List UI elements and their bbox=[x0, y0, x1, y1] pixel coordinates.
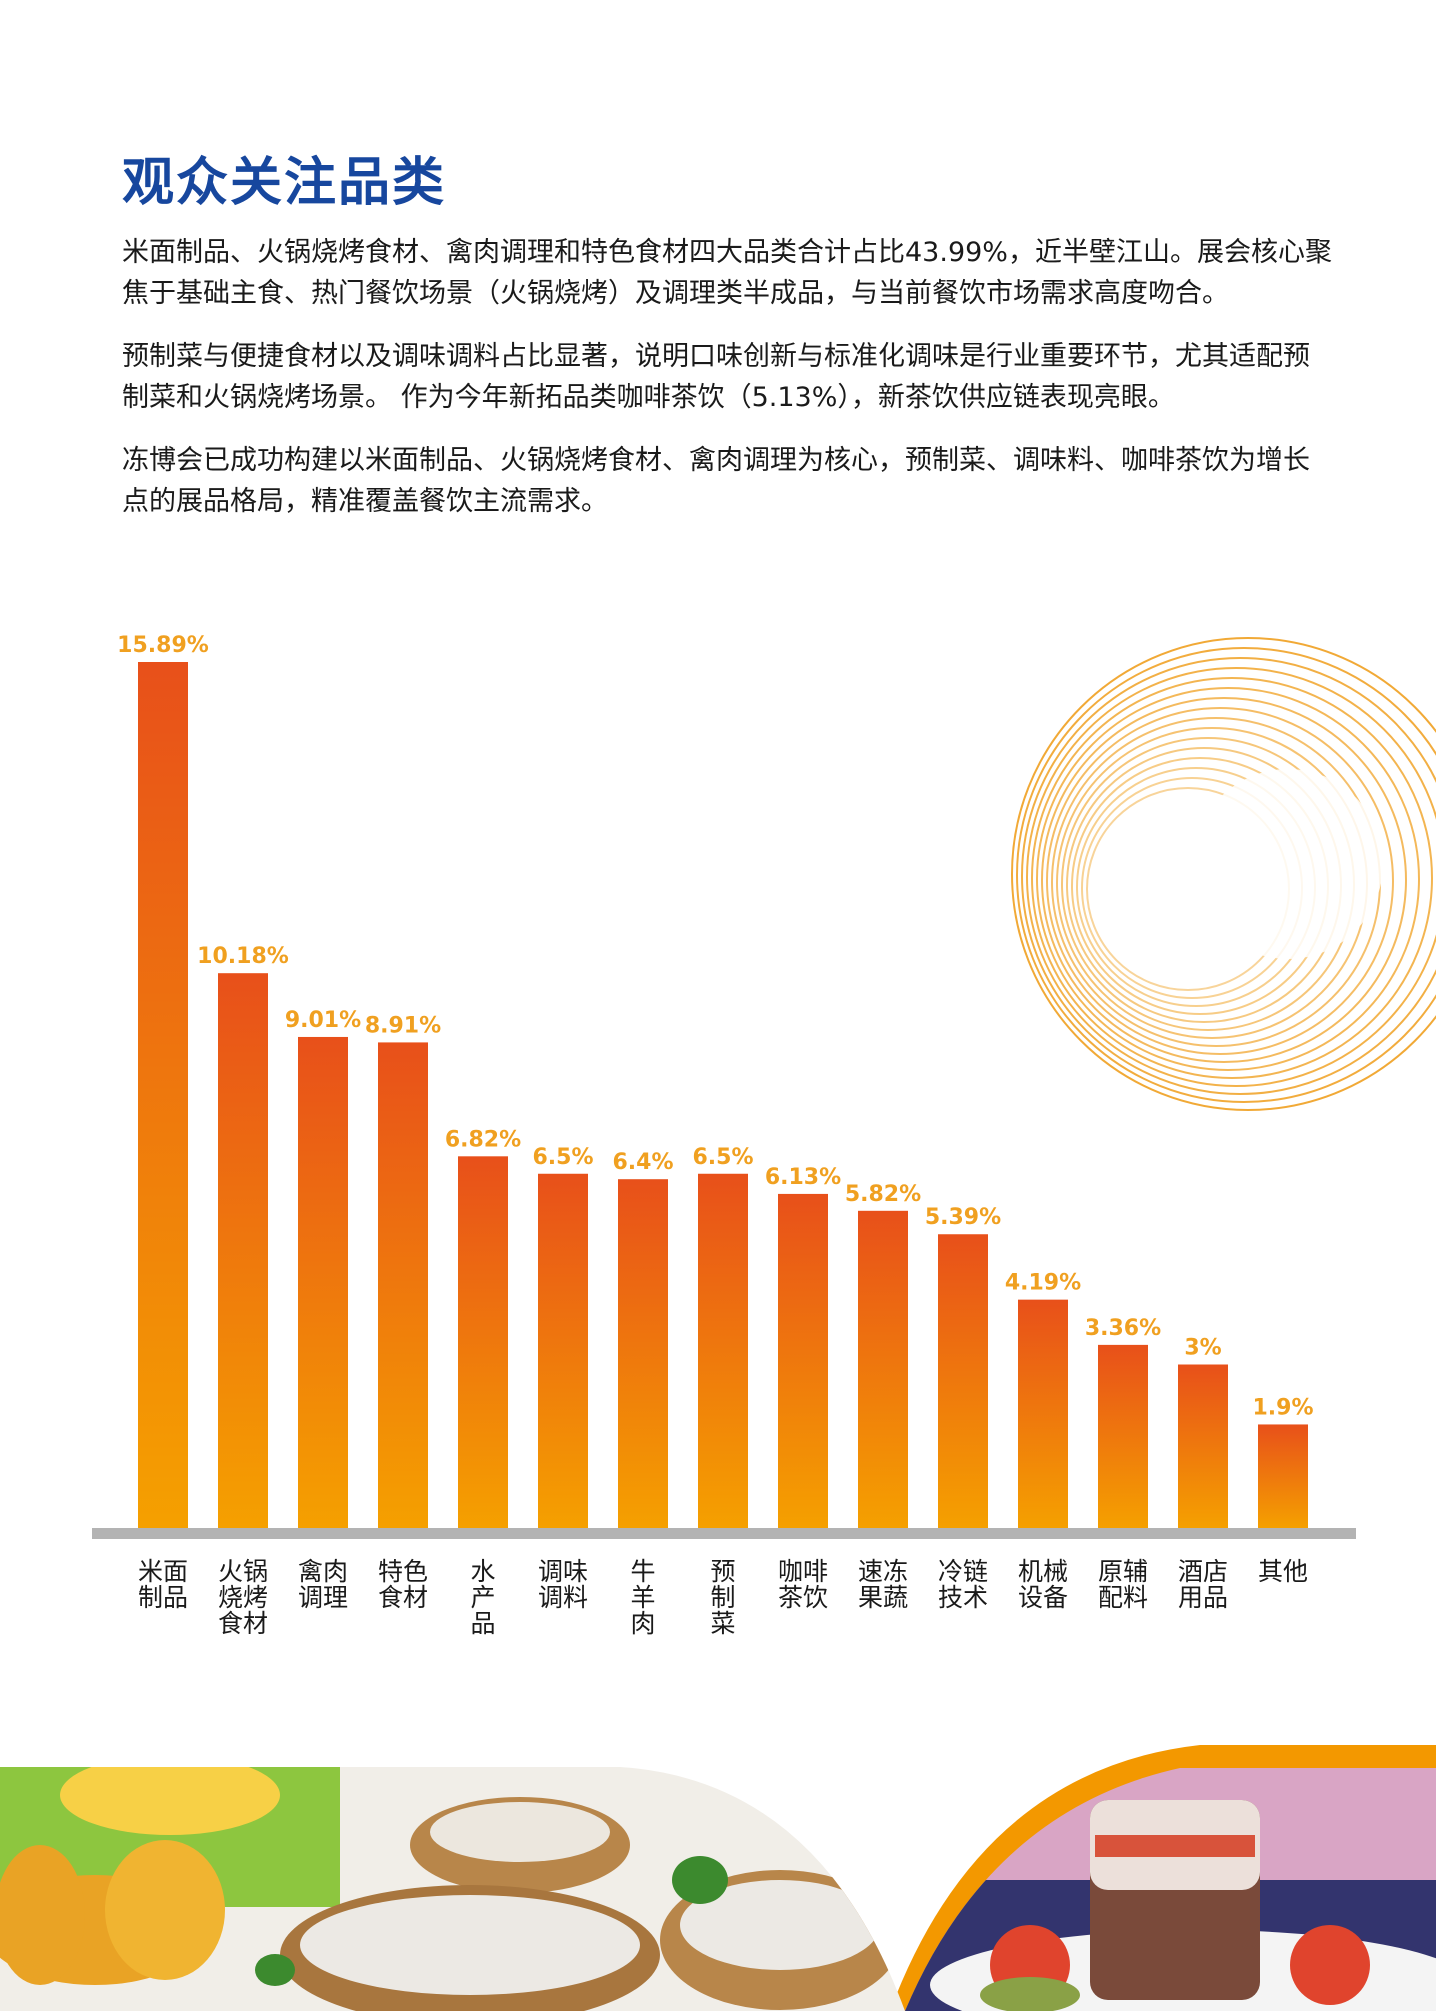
bar-value-label: 5.82% bbox=[845, 1182, 921, 1207]
bar-value-label: 6.13% bbox=[765, 1165, 841, 1190]
category-label: 牛 bbox=[630, 1557, 655, 1586]
ring-line bbox=[1011, 637, 1436, 1111]
page-title: 观众关注品类 bbox=[122, 153, 447, 213]
intro-paragraph-1: 米面制品、火锅烧烤食材、禽肉调理和特色食材四大品类合计占比43.99%，近半壁江… bbox=[122, 237, 1332, 309]
bar-10 bbox=[858, 1210, 908, 1528]
ring-line bbox=[1046, 707, 1394, 1055]
bar-value-label: 3% bbox=[1184, 1336, 1221, 1361]
category-label: 调料 bbox=[538, 1583, 588, 1612]
ring-line bbox=[1041, 697, 1407, 1063]
ring-line bbox=[1026, 667, 1436, 1087]
category-label: 米面 bbox=[138, 1557, 188, 1586]
bar-7 bbox=[618, 1179, 668, 1528]
bar-value-label: 9.01% bbox=[285, 1008, 361, 1033]
bar-value-label: 10.18% bbox=[197, 944, 289, 969]
bar-value-label: 6.4% bbox=[612, 1150, 673, 1175]
category-label: 火锅 bbox=[218, 1557, 268, 1586]
bars bbox=[138, 662, 1308, 1528]
ring-line bbox=[1021, 657, 1436, 1095]
bar-5 bbox=[458, 1156, 508, 1528]
bar-4 bbox=[378, 1042, 428, 1528]
category-label: 制 bbox=[710, 1583, 735, 1612]
bar-value-label: 6.5% bbox=[532, 1145, 593, 1170]
category-label: 烧烤 bbox=[218, 1583, 268, 1612]
ring-line bbox=[1016, 647, 1436, 1103]
value-labels: 15.89% 10.18% 9.01% 8.91% 6.82% 6.5% 6.4% 6.5% 6… bbox=[117, 633, 1313, 1420]
category-label: 羊 bbox=[630, 1583, 655, 1612]
intro-paragraph-3: 冻博会已成功构建以米面制品、火锅烧烤食材、禽肉调理为核心，预制菜、调味料、咖啡茶… bbox=[122, 445, 1310, 517]
bar-value-label: 3.36% bbox=[1085, 1316, 1161, 1341]
category-label: 冷链 bbox=[938, 1557, 988, 1586]
category-label: 食材 bbox=[378, 1583, 428, 1612]
bar-value-label: 4.19% bbox=[1005, 1271, 1081, 1296]
category-label: 配料 bbox=[1098, 1583, 1148, 1612]
category-label: 菜 bbox=[710, 1609, 735, 1638]
frozen-food-display-photo bbox=[0, 1767, 905, 2011]
category-label: 酒店 bbox=[1178, 1557, 1228, 1586]
category-label: 咖啡 bbox=[778, 1557, 828, 1586]
ring-line bbox=[1031, 677, 1433, 1079]
bar-value-label: 6.5% bbox=[692, 1145, 753, 1170]
category-label: 茶饮 bbox=[778, 1583, 828, 1612]
category-label: 技术 bbox=[938, 1583, 988, 1612]
bar-1 bbox=[138, 662, 188, 1528]
category-label: 水 bbox=[470, 1557, 495, 1586]
bar-value-label: 1.9% bbox=[1252, 1395, 1313, 1420]
concentric-rings-decoration bbox=[1011, 637, 1436, 1111]
category-label: 调理 bbox=[298, 1583, 348, 1612]
category-label: 预 bbox=[710, 1557, 735, 1586]
category-label: 禽肉 bbox=[298, 1557, 348, 1586]
category-label: 设备 bbox=[1018, 1583, 1068, 1612]
bar-14 bbox=[1178, 1364, 1228, 1528]
category-label: 肉 bbox=[630, 1609, 655, 1638]
bar-value-label: 15.89% bbox=[117, 633, 209, 658]
category-label: 制品 bbox=[138, 1583, 188, 1612]
category-label: 产 bbox=[470, 1583, 495, 1612]
bar-value-label: 5.39% bbox=[925, 1205, 1001, 1230]
bar-13 bbox=[1098, 1344, 1148, 1528]
bar-15 bbox=[1258, 1424, 1308, 1528]
category-label: 机械 bbox=[1018, 1557, 1068, 1586]
category-label: 其他 bbox=[1258, 1557, 1308, 1586]
ring-center-fade bbox=[1193, 769, 1383, 959]
intro-paragraph-2: 预制菜与便捷食材以及调味调料占比显著，说明口味创新与标准化调味是行业重要环节，尤… bbox=[122, 341, 1310, 413]
category-label: 原辅 bbox=[1098, 1557, 1148, 1586]
food-photo-strip bbox=[0, 1745, 1436, 2011]
category-label: 食材 bbox=[218, 1609, 268, 1638]
category-label: 调味 bbox=[538, 1557, 588, 1586]
category-bar-chart: 15.89% 10.18% 9.01% 8.91% 6.82% 6.5% 6.4% 6.5% 6… bbox=[92, 633, 1436, 1638]
ring-line bbox=[1036, 687, 1420, 1071]
category-label: 果蔬 bbox=[858, 1583, 908, 1612]
bar-6 bbox=[538, 1173, 588, 1528]
bar-12 bbox=[1018, 1299, 1068, 1528]
layered-drink-photo bbox=[905, 1768, 1436, 2011]
category-label: 用品 bbox=[1178, 1583, 1228, 1612]
bar-3 bbox=[298, 1036, 348, 1528]
category-labels: 米面制品火锅烧烤食材禽肉调理特色食材水产品调味调料牛羊肉预制菜咖啡茶饮速冻果蔬冷… bbox=[138, 1557, 1308, 1638]
category-label: 品 bbox=[470, 1609, 495, 1638]
category-label: 特色 bbox=[378, 1557, 428, 1586]
bar-value-label: 8.91% bbox=[365, 1013, 441, 1038]
bar-8 bbox=[698, 1173, 748, 1528]
bar-9 bbox=[778, 1193, 828, 1528]
bar-value-label: 6.82% bbox=[445, 1127, 521, 1152]
bar-11 bbox=[938, 1234, 988, 1528]
chart-baseline bbox=[92, 1528, 1356, 1539]
category-label: 速冻 bbox=[858, 1557, 908, 1586]
bar-2 bbox=[218, 973, 268, 1528]
